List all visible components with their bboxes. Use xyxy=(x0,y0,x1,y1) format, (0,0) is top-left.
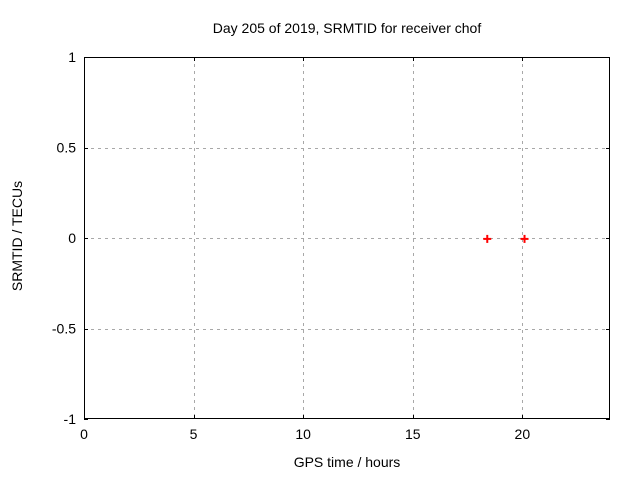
y-tick-label-1: 1 xyxy=(68,49,76,65)
x-tick-label-20: 20 xyxy=(515,426,531,442)
x-tick-label-5: 5 xyxy=(190,426,198,442)
x-tick-label-10: 10 xyxy=(295,426,311,442)
chart-title: Day 205 of 2019, SRMTID for receiver cho… xyxy=(212,20,482,36)
y-tick-label--0.5: -0.5 xyxy=(52,321,76,337)
y-tick-label--1: -1 xyxy=(64,411,77,427)
y-axis-label: SRMTID / TECUs xyxy=(9,180,25,292)
x-axis-label: GPS time / hours xyxy=(293,454,401,470)
y-tick-label-0: 0 xyxy=(68,230,76,246)
x-tick-label-15: 15 xyxy=(405,426,421,442)
y-tick-label-0.5: 0.5 xyxy=(57,140,77,156)
x-tick-label-0: 0 xyxy=(80,426,88,442)
